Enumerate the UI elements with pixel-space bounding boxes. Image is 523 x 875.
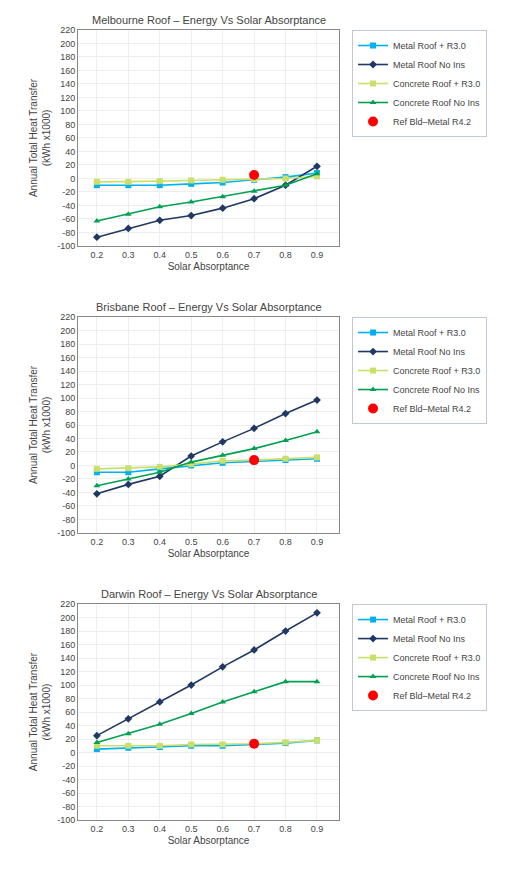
- svg-text:-60: -60: [62, 214, 75, 224]
- svg-text:20: 20: [65, 734, 75, 744]
- svg-text:80: 80: [65, 694, 75, 704]
- svg-text:-20: -20: [62, 187, 75, 197]
- svg-text:-100: -100: [57, 815, 75, 825]
- svg-text:0.3: 0.3: [122, 250, 135, 260]
- svg-text:0.8: 0.8: [279, 824, 292, 834]
- svg-text:180: 180: [60, 52, 75, 62]
- svg-text:40: 40: [65, 434, 75, 444]
- svg-text:Concrete Roof + R3.0: Concrete Roof + R3.0: [393, 653, 480, 663]
- svg-text:-80: -80: [62, 515, 75, 525]
- svg-text:60: 60: [65, 420, 75, 430]
- svg-text:0.5: 0.5: [185, 824, 198, 834]
- svg-text:0.9: 0.9: [311, 250, 324, 260]
- svg-text:Metal Roof + R3.0: Metal Roof + R3.0: [393, 615, 466, 625]
- svg-text:180: 180: [60, 626, 75, 636]
- svg-text:-80: -80: [62, 228, 75, 238]
- svg-text:100: 100: [60, 680, 75, 690]
- svg-text:Metal Roof No Ins: Metal Roof No Ins: [393, 347, 466, 357]
- svg-text:40: 40: [65, 721, 75, 731]
- svg-text:20: 20: [65, 160, 75, 170]
- svg-text:-40: -40: [62, 488, 75, 498]
- svg-text:0: 0: [70, 174, 75, 184]
- svg-text:Concrete Roof + R3.0: Concrete Roof + R3.0: [393, 79, 480, 89]
- svg-text:100: 100: [60, 106, 75, 116]
- svg-text:120: 120: [60, 380, 75, 390]
- svg-text:0.3: 0.3: [122, 824, 135, 834]
- svg-text:0.9: 0.9: [311, 824, 324, 834]
- svg-text:200: 200: [60, 613, 75, 623]
- svg-text:-20: -20: [62, 474, 75, 484]
- svg-text:0.7: 0.7: [248, 537, 261, 547]
- svg-text:220: 220: [60, 599, 75, 609]
- svg-text:Solar Absorptance: Solar Absorptance: [168, 548, 250, 559]
- svg-text:-60: -60: [62, 788, 75, 798]
- svg-text:20: 20: [65, 447, 75, 457]
- svg-text:Annual Total Heat Transfer(kWh: Annual Total Heat Transfer(kWh x1000): [28, 365, 52, 484]
- svg-text:0.6: 0.6: [216, 250, 229, 260]
- svg-text:Ref Bld–Metal R4.2: Ref Bld–Metal R4.2: [393, 117, 471, 127]
- svg-text:Metal Roof No Ins: Metal Roof No Ins: [393, 60, 466, 70]
- svg-text:140: 140: [60, 79, 75, 89]
- svg-text:Concrete Roof No Ins: Concrete Roof No Ins: [393, 98, 480, 108]
- svg-text:0: 0: [70, 748, 75, 758]
- svg-text:Solar Absorptance: Solar Absorptance: [168, 261, 250, 272]
- svg-text:0.6: 0.6: [216, 537, 229, 547]
- svg-text:220: 220: [60, 25, 75, 35]
- svg-text:140: 140: [60, 653, 75, 663]
- svg-text:Darwin Roof – Energy Vs Solar: Darwin Roof – Energy Vs Solar Absorptanc…: [101, 588, 317, 600]
- svg-text:100: 100: [60, 393, 75, 403]
- svg-text:120: 120: [60, 667, 75, 677]
- svg-text:-40: -40: [62, 201, 75, 211]
- svg-text:40: 40: [65, 147, 75, 157]
- svg-text:0.9: 0.9: [311, 537, 324, 547]
- svg-text:180: 180: [60, 339, 75, 349]
- svg-text:0.4: 0.4: [154, 824, 167, 834]
- svg-text:Concrete Roof No Ins: Concrete Roof No Ins: [393, 385, 480, 395]
- svg-text:140: 140: [60, 366, 75, 376]
- svg-text:Concrete Roof No Ins: Concrete Roof No Ins: [393, 672, 480, 682]
- svg-text:0.5: 0.5: [185, 537, 198, 547]
- svg-text:0.8: 0.8: [279, 537, 292, 547]
- svg-text:-100: -100: [57, 528, 75, 538]
- svg-text:Melbourne Roof – Energy Vs Sol: Melbourne Roof – Energy Vs Solar Absorpt…: [92, 14, 326, 26]
- svg-text:0.4: 0.4: [154, 250, 167, 260]
- svg-text:0.2: 0.2: [91, 537, 104, 547]
- svg-text:-80: -80: [62, 802, 75, 812]
- svg-text:160: 160: [60, 353, 75, 363]
- svg-text:60: 60: [65, 707, 75, 717]
- svg-text:-100: -100: [57, 241, 75, 251]
- svg-text:0.8: 0.8: [279, 250, 292, 260]
- svg-text:-40: -40: [62, 775, 75, 785]
- svg-text:0.2: 0.2: [91, 250, 104, 260]
- svg-text:0.4: 0.4: [154, 537, 167, 547]
- svg-text:Brisbane Roof – Energy Vs Sola: Brisbane Roof – Energy Vs Solar Absorpta…: [96, 301, 322, 313]
- svg-text:0: 0: [70, 461, 75, 471]
- svg-text:0.2: 0.2: [91, 824, 104, 834]
- svg-text:200: 200: [60, 39, 75, 49]
- svg-text:120: 120: [60, 93, 75, 103]
- svg-text:0.7: 0.7: [248, 250, 261, 260]
- svg-text:0.7: 0.7: [248, 824, 261, 834]
- svg-text:Solar Absorptance: Solar Absorptance: [168, 835, 250, 846]
- svg-text:Annual Total Heat Transfer(kWh: Annual Total Heat Transfer(kWh x1000): [28, 652, 52, 771]
- svg-text:0.6: 0.6: [216, 824, 229, 834]
- svg-text:Ref Bld–Metal R4.2: Ref Bld–Metal R4.2: [393, 404, 471, 414]
- svg-text:0.3: 0.3: [122, 537, 135, 547]
- svg-text:Ref Bld–Metal R4.2: Ref Bld–Metal R4.2: [393, 691, 471, 701]
- svg-text:220: 220: [60, 312, 75, 322]
- svg-text:80: 80: [65, 120, 75, 130]
- svg-text:Concrete Roof + R3.0: Concrete Roof + R3.0: [393, 366, 480, 376]
- svg-text:160: 160: [60, 640, 75, 650]
- svg-text:Annual Total Heat Transfer(kWh: Annual Total Heat Transfer(kWh x1000): [28, 78, 52, 197]
- svg-text:Metal Roof No Ins: Metal Roof No Ins: [393, 634, 466, 644]
- svg-text:-60: -60: [62, 501, 75, 511]
- svg-text:80: 80: [65, 407, 75, 417]
- svg-text:160: 160: [60, 66, 75, 76]
- svg-text:Metal Roof + R3.0: Metal Roof + R3.0: [393, 41, 466, 51]
- svg-text:60: 60: [65, 133, 75, 143]
- svg-text:200: 200: [60, 326, 75, 336]
- svg-text:0.5: 0.5: [185, 250, 198, 260]
- svg-text:-20: -20: [62, 761, 75, 771]
- svg-text:Metal Roof + R3.0: Metal Roof + R3.0: [393, 328, 466, 338]
